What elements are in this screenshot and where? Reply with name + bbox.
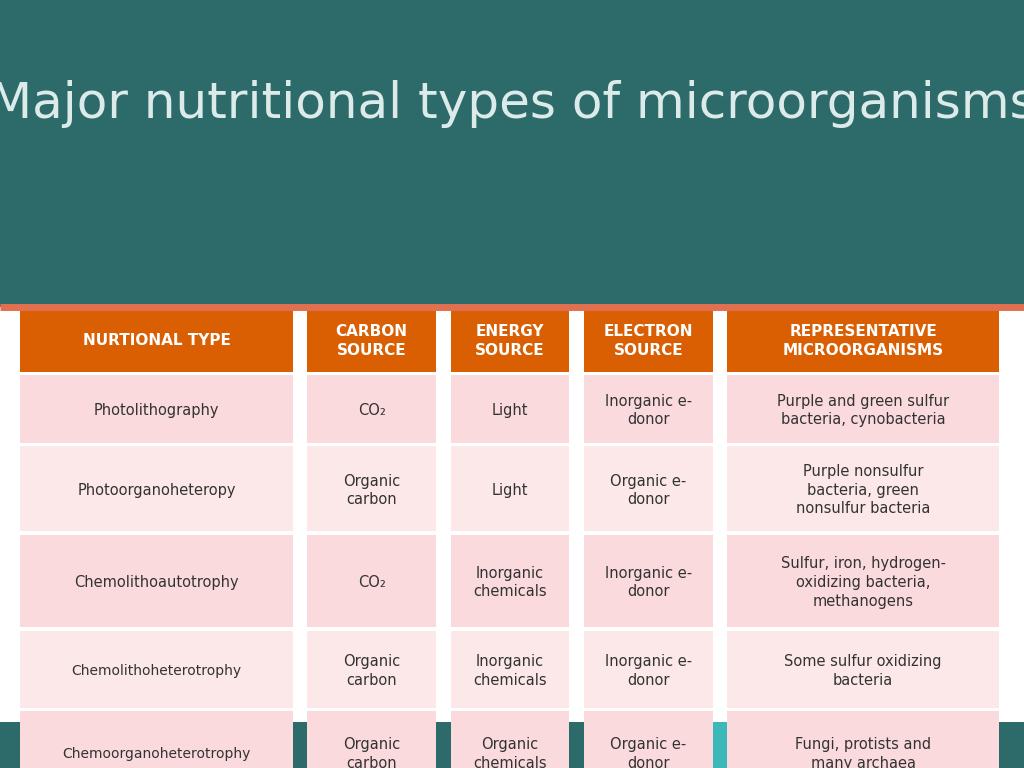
Bar <box>727 631 999 708</box>
Text: Organic
carbon: Organic carbon <box>343 737 400 768</box>
Text: Chemoorganoheterotrophy: Chemoorganoheterotrophy <box>62 747 251 761</box>
Text: Organic
chemicals: Organic chemicals <box>473 737 547 768</box>
Text: Inorganic
chemicals: Inorganic chemicals <box>473 654 547 687</box>
Bar <box>20 375 293 443</box>
Text: Organic e-
donor: Organic e- donor <box>610 474 686 507</box>
Text: ELECTRON
SOURCE: ELECTRON SOURCE <box>603 324 693 358</box>
Bar <box>727 375 999 443</box>
Bar <box>584 375 713 443</box>
Bar <box>451 535 569 627</box>
Bar <box>307 375 436 443</box>
Text: Organic
carbon: Organic carbon <box>343 474 400 507</box>
Bar <box>727 535 999 627</box>
Text: Inorganic e-
donor: Inorganic e- donor <box>604 394 692 427</box>
Text: Some sulfur oxidizing
bacteria: Some sulfur oxidizing bacteria <box>784 654 942 687</box>
Text: Purple and green sulfur
bacteria, cynobacteria: Purple and green sulfur bacteria, cynoba… <box>777 394 949 427</box>
Bar <box>307 631 436 708</box>
Text: Chemolithoautotrophy: Chemolithoautotrophy <box>75 575 239 590</box>
Text: Fungi, protists and
many archaea: Fungi, protists and many archaea <box>796 737 931 768</box>
Bar <box>584 307 713 372</box>
Text: REPRESENTATIVE
MICROORGANISMS: REPRESENTATIVE MICROORGANISMS <box>782 324 944 358</box>
Text: Major nutritional types of microorganisms: Major nutritional types of microorganism… <box>0 80 1024 127</box>
Text: Photolithography: Photolithography <box>94 403 219 418</box>
Bar <box>20 446 293 531</box>
Text: Light: Light <box>492 483 528 498</box>
Bar <box>307 535 436 627</box>
Bar <box>307 711 436 768</box>
Bar <box>451 375 569 443</box>
Text: CO₂: CO₂ <box>357 403 386 418</box>
Bar <box>451 307 569 372</box>
Ellipse shape <box>113 660 266 768</box>
Text: Organic
carbon: Organic carbon <box>343 654 400 687</box>
Text: NURTIONAL TYPE: NURTIONAL TYPE <box>83 333 230 349</box>
Bar <box>307 446 436 531</box>
Text: ENERGY
SOURCE: ENERGY SOURCE <box>475 324 545 358</box>
Text: Organic e-
donor: Organic e- donor <box>610 737 686 768</box>
Bar <box>451 711 569 768</box>
Bar <box>307 307 436 372</box>
Bar <box>584 711 713 768</box>
Bar <box>584 535 713 627</box>
Text: Chemolithoheterotrophy: Chemolithoheterotrophy <box>72 664 242 678</box>
Text: Sulfur, iron, hydrogen-
oxidizing bacteria,
methanogens: Sulfur, iron, hydrogen- oxidizing bacter… <box>780 557 946 608</box>
Bar <box>0 307 1024 722</box>
Text: CARBON
SOURCE: CARBON SOURCE <box>336 324 408 358</box>
Bar <box>20 631 293 708</box>
Bar <box>727 446 999 531</box>
Bar <box>727 307 999 372</box>
Text: Inorganic
chemicals: Inorganic chemicals <box>473 566 547 599</box>
Bar <box>727 711 999 768</box>
Bar <box>20 711 293 768</box>
Bar <box>20 307 293 372</box>
Bar <box>451 631 569 708</box>
Bar <box>584 446 713 531</box>
Bar <box>584 631 713 708</box>
Text: Inorganic e-
donor: Inorganic e- donor <box>604 654 692 687</box>
Ellipse shape <box>657 693 745 768</box>
Text: Purple nonsulfur
bacteria, green
nonsulfur bacteria: Purple nonsulfur bacteria, green nonsulf… <box>796 465 931 516</box>
Bar <box>20 535 293 627</box>
Text: Light: Light <box>492 403 528 418</box>
Bar <box>451 446 569 531</box>
Text: CO₂: CO₂ <box>357 575 386 590</box>
Text: Inorganic e-
donor: Inorganic e- donor <box>604 566 692 599</box>
Text: Photoorganoheteropy: Photoorganoheteropy <box>78 483 236 498</box>
